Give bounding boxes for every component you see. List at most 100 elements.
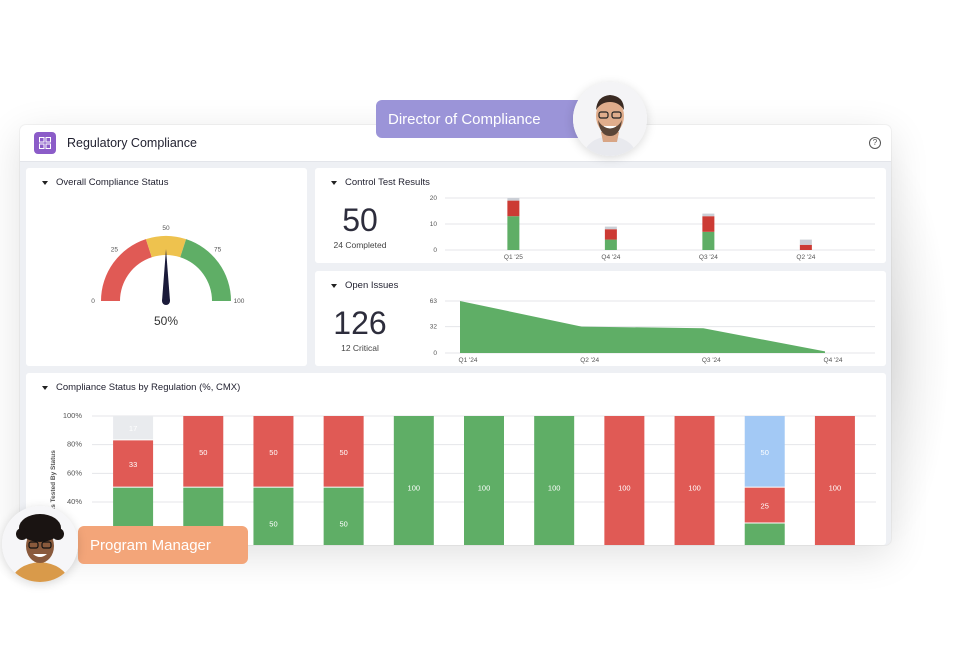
collapse-caret-icon[interactable] [42, 385, 48, 390]
collapse-caret-icon[interactable] [331, 180, 337, 185]
bar-segment [702, 216, 715, 232]
gauge-tick-label: 100 [234, 298, 245, 305]
y-tick-label: 32 [430, 324, 438, 331]
gauge-tick-label: 0 [91, 298, 95, 305]
director-avatar [573, 82, 647, 156]
regulation-title[interactable]: Compliance Status by Regulation (%, CMX) [42, 382, 240, 393]
bar-data-label: 50 [269, 520, 277, 529]
gauge-tick-label: 75 [214, 246, 222, 253]
bar-data-label: 33 [129, 460, 137, 469]
bar-segment [253, 487, 294, 545]
bar-segment [604, 229, 617, 240]
gauge-segment-low [101, 239, 152, 301]
bar-segment [674, 416, 715, 545]
gauge-needle [162, 249, 170, 301]
bar-segment [744, 416, 785, 487]
y-tick-label: 80% [67, 440, 82, 449]
x-tick-label: Q3 '24 [702, 357, 721, 364]
x-tick-label: Q2 '24 [580, 357, 599, 364]
regulation-panel: Compliance Status by Regulation (%, CMX)… [26, 373, 886, 545]
x-tick-label: Q3 '24 [699, 254, 718, 261]
bar-segment [507, 198, 520, 201]
bar-data-label: 50 [199, 448, 207, 457]
open-issues-title[interactable]: Open Issues [331, 280, 398, 291]
overall-compliance-title-text: Overall Compliance Status [56, 177, 169, 188]
bar-segment [464, 416, 504, 545]
bar-data-label: 100 [548, 484, 561, 493]
y-tick-label: 40% [67, 497, 82, 506]
bar-segment [744, 487, 785, 523]
control-test-title-text: Control Test Results [345, 177, 430, 188]
collapse-caret-icon[interactable] [42, 180, 48, 185]
dashboard-window: Regulatory Compliance ? Overall Complian… [20, 125, 891, 545]
bar-data-label: 50 [339, 520, 347, 529]
open-issues-title-text: Open Issues [345, 280, 399, 291]
regulation-chart: 100% 80% 60% 40% Controls Tested By Status 17… [50, 411, 876, 545]
gauge-needle-hub [162, 297, 170, 305]
bar-data-label: 100 [618, 484, 631, 493]
bar-data-label: 50 [339, 448, 347, 457]
overall-compliance-title[interactable]: Overall Compliance Status [42, 177, 168, 188]
gauge-segment-high [180, 239, 231, 301]
y-tick-label: 10 [430, 221, 438, 228]
x-tick-label: Q1 '25 [504, 254, 523, 261]
x-tick-label: Q1 '24 [459, 357, 478, 364]
collapse-caret-icon[interactable] [331, 283, 337, 288]
area-series [460, 301, 825, 353]
y-tick-label: 63 [430, 298, 438, 305]
page-title: Regulatory Compliance [67, 136, 197, 150]
open-issues-chart: 63 32 0 Q1 '24 Q2 '24 Q3 '24 Q4 '24 [430, 298, 875, 364]
bar-segment [183, 416, 224, 487]
bar-data-label: 50 [269, 448, 277, 457]
bar-segment [113, 440, 154, 487]
bar-segment [323, 416, 364, 487]
bar-segment [507, 200, 520, 217]
y-tick-label: 20 [430, 195, 438, 202]
control-test-chart: 20 10 0 Q1 '25 Q4 '24 Q3 '24 Q2 '24 [430, 195, 875, 261]
bar-segment [393, 416, 434, 545]
bar-segment [507, 216, 520, 250]
open-issues-panel: Open Issues 126 12 Critical 63 32 0 Q1 '24 Q… [315, 271, 886, 366]
bar-segment [604, 239, 617, 250]
x-tick-label: Q2 '24 [796, 254, 815, 261]
bar-data-label: 100 [829, 484, 842, 493]
bar-segment [253, 416, 294, 487]
control-test-title[interactable]: Control Test Results [331, 177, 430, 188]
open-issues-big-number: 126 [333, 305, 387, 341]
bar-segment [799, 244, 812, 250]
gauge-segment-mid [145, 236, 187, 258]
y-tick-label: 60% [67, 468, 82, 477]
gauge-value-label: 50% [153, 314, 179, 328]
gauge-tick-label: 50 [162, 225, 170, 232]
bar-segment [604, 226, 617, 230]
control-test-big-number: 50 [342, 202, 378, 238]
regulation-title-text: Compliance Status by Regulation (%, CMX) [56, 382, 241, 393]
dashboard-grid-icon[interactable] [34, 132, 56, 154]
open-issues-critical: 12 Critical [341, 343, 379, 353]
y-tick-label: 100% [63, 411, 83, 420]
bar-segment [113, 416, 154, 440]
manager-avatar [2, 506, 78, 582]
control-test-completed: 24 Completed [333, 240, 387, 250]
bar-data-label: 25 [761, 502, 769, 511]
bar-segment [702, 213, 715, 217]
gauge-tick-label: 25 [111, 246, 119, 253]
bar-data-label: 17 [129, 424, 137, 433]
bar-data-label: 100 [688, 484, 701, 493]
bar-segment [744, 523, 785, 545]
bar-data-label: 50 [761, 448, 769, 457]
window-shadow [890, 150, 950, 550]
overall-compliance-panel: Overall Compliance Status 0 25 50 75 100 50% [26, 168, 307, 366]
bar-segment [323, 487, 364, 545]
bar-segment [814, 416, 855, 545]
bar-data-label: 100 [408, 484, 421, 493]
x-tick-label: Q4 '24 [824, 357, 843, 364]
bar-data-label: 100 [478, 484, 491, 493]
bar-segment [534, 416, 575, 545]
control-test-panel: Control Test Results 50 24 Completed 20 1… [315, 168, 886, 263]
bar-segment [604, 416, 645, 545]
bar-segment [799, 239, 812, 245]
persona-manager-label: Program Manager [78, 526, 248, 564]
y-axis-label: Controls Tested By Status [50, 450, 57, 531]
help-circle-icon[interactable]: ? [869, 137, 881, 149]
